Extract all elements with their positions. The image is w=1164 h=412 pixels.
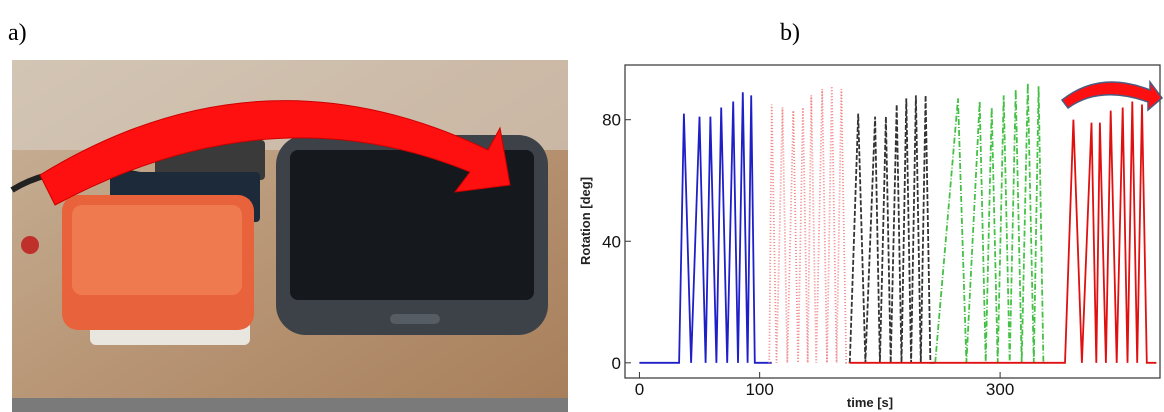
data-line	[639, 92, 772, 364]
y-tick-label: 0	[612, 354, 621, 373]
x-tick-label: 0	[635, 380, 644, 399]
x-tick-label: 300	[986, 380, 1014, 399]
x-axis-label: time [s]	[847, 395, 893, 410]
y-tick-label: 40	[602, 232, 621, 251]
y-axis-label: Rotation [deg]	[578, 177, 593, 265]
chart: time [s] Rotation [deg] 0 40 80 0 100 300	[578, 64, 1164, 410]
rotation-arrow	[1060, 79, 1164, 112]
data-line	[768, 86, 850, 364]
data-line	[849, 101, 1157, 364]
x-tick-label: 100	[745, 380, 773, 399]
data-line	[848, 95, 936, 364]
photo	[10, 60, 568, 412]
data-line	[934, 83, 1049, 364]
panel-label: b)	[780, 20, 800, 46]
plot-frame	[624, 64, 1161, 379]
panel-label: a)	[8, 20, 27, 46]
y-tick-label: 80	[602, 111, 621, 130]
